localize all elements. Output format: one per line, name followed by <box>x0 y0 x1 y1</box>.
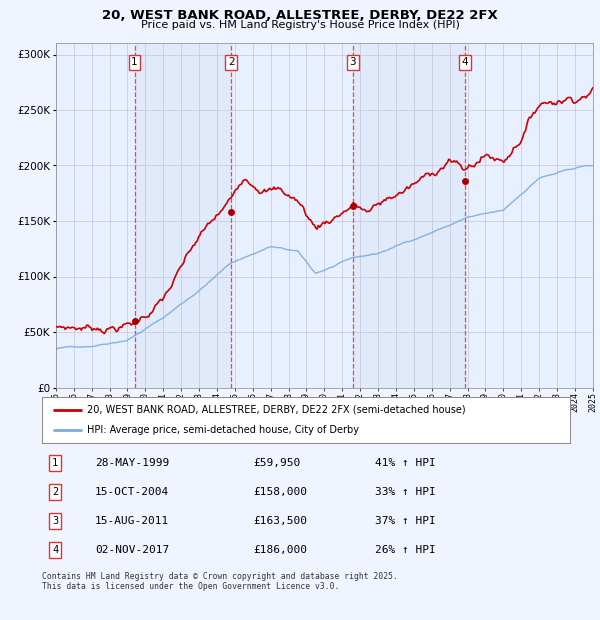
Text: 1: 1 <box>131 57 138 67</box>
Text: 26% ↑ HPI: 26% ↑ HPI <box>374 546 436 556</box>
Text: 41% ↑ HPI: 41% ↑ HPI <box>374 458 436 468</box>
Text: £158,000: £158,000 <box>253 487 307 497</box>
Text: 3: 3 <box>350 57 356 67</box>
Text: 1: 1 <box>52 458 58 468</box>
Text: 4: 4 <box>461 57 468 67</box>
Text: 2: 2 <box>52 487 58 497</box>
Text: 20, WEST BANK ROAD, ALLESTREE, DERBY, DE22 2FX: 20, WEST BANK ROAD, ALLESTREE, DERBY, DE… <box>102 9 498 22</box>
Text: 4: 4 <box>52 546 58 556</box>
Text: 02-NOV-2017: 02-NOV-2017 <box>95 546 169 556</box>
Text: HPI: Average price, semi-detached house, City of Derby: HPI: Average price, semi-detached house,… <box>87 425 359 435</box>
Text: Contains HM Land Registry data © Crown copyright and database right 2025.
This d: Contains HM Land Registry data © Crown c… <box>42 572 398 591</box>
Text: 37% ↑ HPI: 37% ↑ HPI <box>374 516 436 526</box>
Text: 2: 2 <box>228 57 235 67</box>
Text: 3: 3 <box>52 516 58 526</box>
Text: 20, WEST BANK ROAD, ALLESTREE, DERBY, DE22 2FX (semi-detached house): 20, WEST BANK ROAD, ALLESTREE, DERBY, DE… <box>87 405 466 415</box>
Text: £59,950: £59,950 <box>253 458 301 468</box>
Text: £163,500: £163,500 <box>253 516 307 526</box>
Bar <box>353 43 465 388</box>
Text: 15-OCT-2004: 15-OCT-2004 <box>95 487 169 497</box>
Text: 28-MAY-1999: 28-MAY-1999 <box>95 458 169 468</box>
Bar <box>134 43 231 388</box>
Text: 15-AUG-2011: 15-AUG-2011 <box>95 516 169 526</box>
Text: 33% ↑ HPI: 33% ↑ HPI <box>374 487 436 497</box>
Text: £186,000: £186,000 <box>253 546 307 556</box>
Text: Price paid vs. HM Land Registry's House Price Index (HPI): Price paid vs. HM Land Registry's House … <box>140 20 460 30</box>
